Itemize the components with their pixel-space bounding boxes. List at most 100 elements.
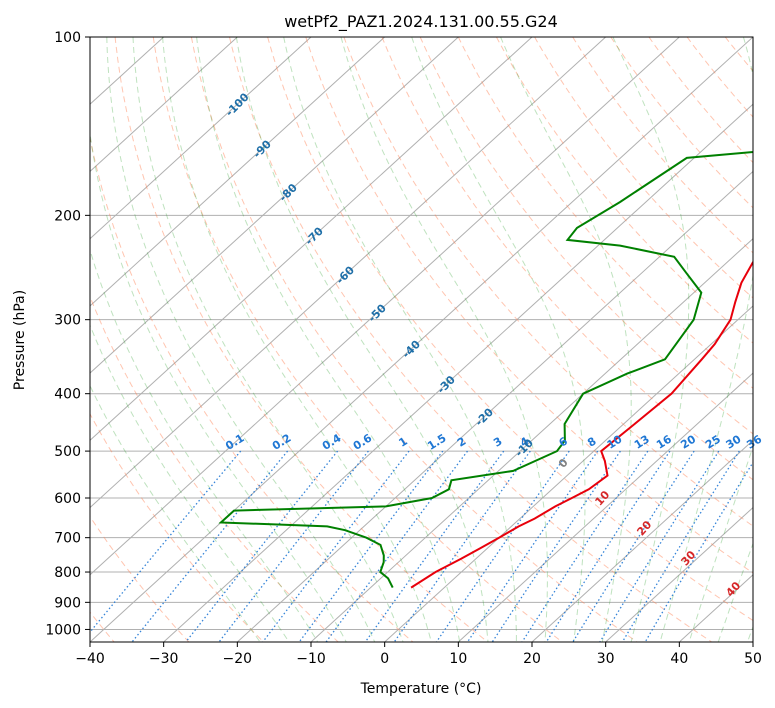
dry-adiabat-line xyxy=(419,37,753,435)
x-tick-label: 30 xyxy=(597,651,615,667)
series-lines xyxy=(218,150,753,589)
mixing-ratio-label: 8 xyxy=(585,435,598,450)
dry-adiabat-line xyxy=(724,37,753,72)
moist-adiabat-line xyxy=(612,37,690,642)
dry-adiabat-line xyxy=(305,37,753,574)
dry-adiabat-line xyxy=(90,295,339,642)
isotherm-line xyxy=(90,37,238,173)
moist-adiabat-line xyxy=(90,384,261,642)
mixing-ratio-label: 0.6 xyxy=(351,431,375,453)
x-tick-label: 50 xyxy=(744,651,762,667)
dry-adiabat-line xyxy=(229,37,712,642)
y-tick-label: 600 xyxy=(54,491,81,507)
y-tick-label: 100 xyxy=(54,30,81,46)
x-axis: −40 −30 −20 −10 0 10 20 30 40 50 xyxy=(75,642,762,667)
x-tick-label: 0 xyxy=(380,651,389,667)
dry-adiabat-line xyxy=(152,37,563,642)
moist-adiabat-line xyxy=(659,37,753,642)
mixing-ratio-line xyxy=(325,450,469,642)
y-tick-label: 800 xyxy=(54,565,81,581)
x-tick-label: −20 xyxy=(223,651,253,667)
moist-adiabat-label: 20 xyxy=(634,518,654,538)
isotherm-line xyxy=(90,37,753,642)
isotherm-line xyxy=(90,37,607,509)
moist-adiabat-line xyxy=(90,324,290,642)
moist-adiabat-label: 30 xyxy=(678,548,698,568)
isotherm-line xyxy=(310,237,753,642)
x-tick-label: −30 xyxy=(149,651,179,667)
dry-adiabat-line xyxy=(572,37,753,254)
isotherm-line xyxy=(457,372,753,642)
mixing-ratio-line xyxy=(466,450,599,642)
mixing-ratio-line xyxy=(185,450,339,642)
moist-adiabat-line xyxy=(132,37,404,642)
dry-adiabat-line xyxy=(763,37,775,642)
isotherm-line xyxy=(236,170,753,642)
mixing-ratio-line xyxy=(262,450,410,642)
y-tick-label: 200 xyxy=(54,208,81,224)
dry-adiabat-line xyxy=(534,37,753,299)
moist-adiabat-line xyxy=(500,37,632,642)
mixing-ratio-line xyxy=(621,450,740,642)
moist-adiabat-line xyxy=(283,37,517,642)
y-axis: 100 200 300 400 500 600 700 800 900 1000 xyxy=(45,30,90,638)
mixing-ratio-line xyxy=(298,450,444,642)
y-tick-label: 1000 xyxy=(45,622,81,638)
isotherm-line xyxy=(90,37,680,576)
temperature-line xyxy=(410,261,753,589)
dry-adiabat-line xyxy=(267,37,753,622)
mixing-ratio-line xyxy=(90,450,242,634)
mixing-ratio-label: 30 xyxy=(724,432,744,451)
y-tick-label: 500 xyxy=(54,444,81,460)
dry-adiabat-line xyxy=(686,37,753,118)
mixing-ratio-label: 3 xyxy=(491,435,504,450)
moist-adiabat-line xyxy=(340,37,548,642)
mixing-ratio-line xyxy=(572,450,695,642)
y-tick-label: 700 xyxy=(54,531,81,547)
moist-adiabat-line xyxy=(106,37,376,642)
moist-adiabat-line xyxy=(90,130,347,642)
isotherm-line xyxy=(752,641,753,642)
mixing-ratio-line xyxy=(218,450,369,642)
mixing-ratio-label: 1.5 xyxy=(425,431,448,452)
moist-adiabat-line xyxy=(162,37,432,642)
mixing-ratio-label: 36 xyxy=(744,432,764,451)
isotherm-line xyxy=(605,506,753,642)
moist-adiabat-line xyxy=(411,37,586,642)
mixing-ratio-label: 0.2 xyxy=(270,431,293,452)
isotherm-line xyxy=(90,37,459,374)
moist-adiabat-line xyxy=(235,37,489,642)
mixing-ratio-label: 16 xyxy=(654,432,674,451)
moist-adiabat-line xyxy=(196,37,461,642)
dry-adiabat-line xyxy=(114,37,488,642)
isotherm-line xyxy=(90,37,533,442)
dry-adiabat-line xyxy=(495,37,753,344)
isotherm-line xyxy=(384,305,753,642)
moist-adiabat-line xyxy=(747,625,753,642)
dry-adiabat-line xyxy=(381,37,753,481)
moist-adiabat-line xyxy=(90,248,319,642)
dry-adiabat-line xyxy=(190,37,638,642)
isotherm-line xyxy=(163,103,753,642)
isotherm-line xyxy=(90,37,386,307)
x-tick-label: −10 xyxy=(296,651,326,667)
line-labels: 0.1 0.2 0.4 0.6 1 1.5 2 3 4 6 8 10 13 16 20 25 30 36-100-… xyxy=(223,90,764,599)
dry-adiabat-line xyxy=(343,37,753,527)
mixing-ratio-label: 13 xyxy=(632,433,652,452)
dewpoint-line xyxy=(218,150,753,589)
mixing-ratio-label: 2 xyxy=(455,435,468,450)
plot-frame xyxy=(89,36,754,643)
isotherm-line xyxy=(90,37,312,240)
dry-adiabat-line xyxy=(648,37,753,164)
chart-title: wetPf2_PAZ1.2024.131.00.55.G24 xyxy=(284,12,558,32)
isotherm-line xyxy=(531,439,753,642)
x-tick-label: 10 xyxy=(449,651,467,667)
moist-adiabat-label: 40 xyxy=(723,579,743,599)
x-tick-label: −40 xyxy=(75,651,105,667)
x-tick-label: 20 xyxy=(523,651,541,667)
y-tick-label: 900 xyxy=(54,595,81,611)
mixing-ratio-label: 1 xyxy=(396,435,409,450)
dry-adiabat-line xyxy=(90,412,264,642)
dry-adiabat-line xyxy=(90,135,414,642)
y-tick-label: 400 xyxy=(54,387,81,403)
